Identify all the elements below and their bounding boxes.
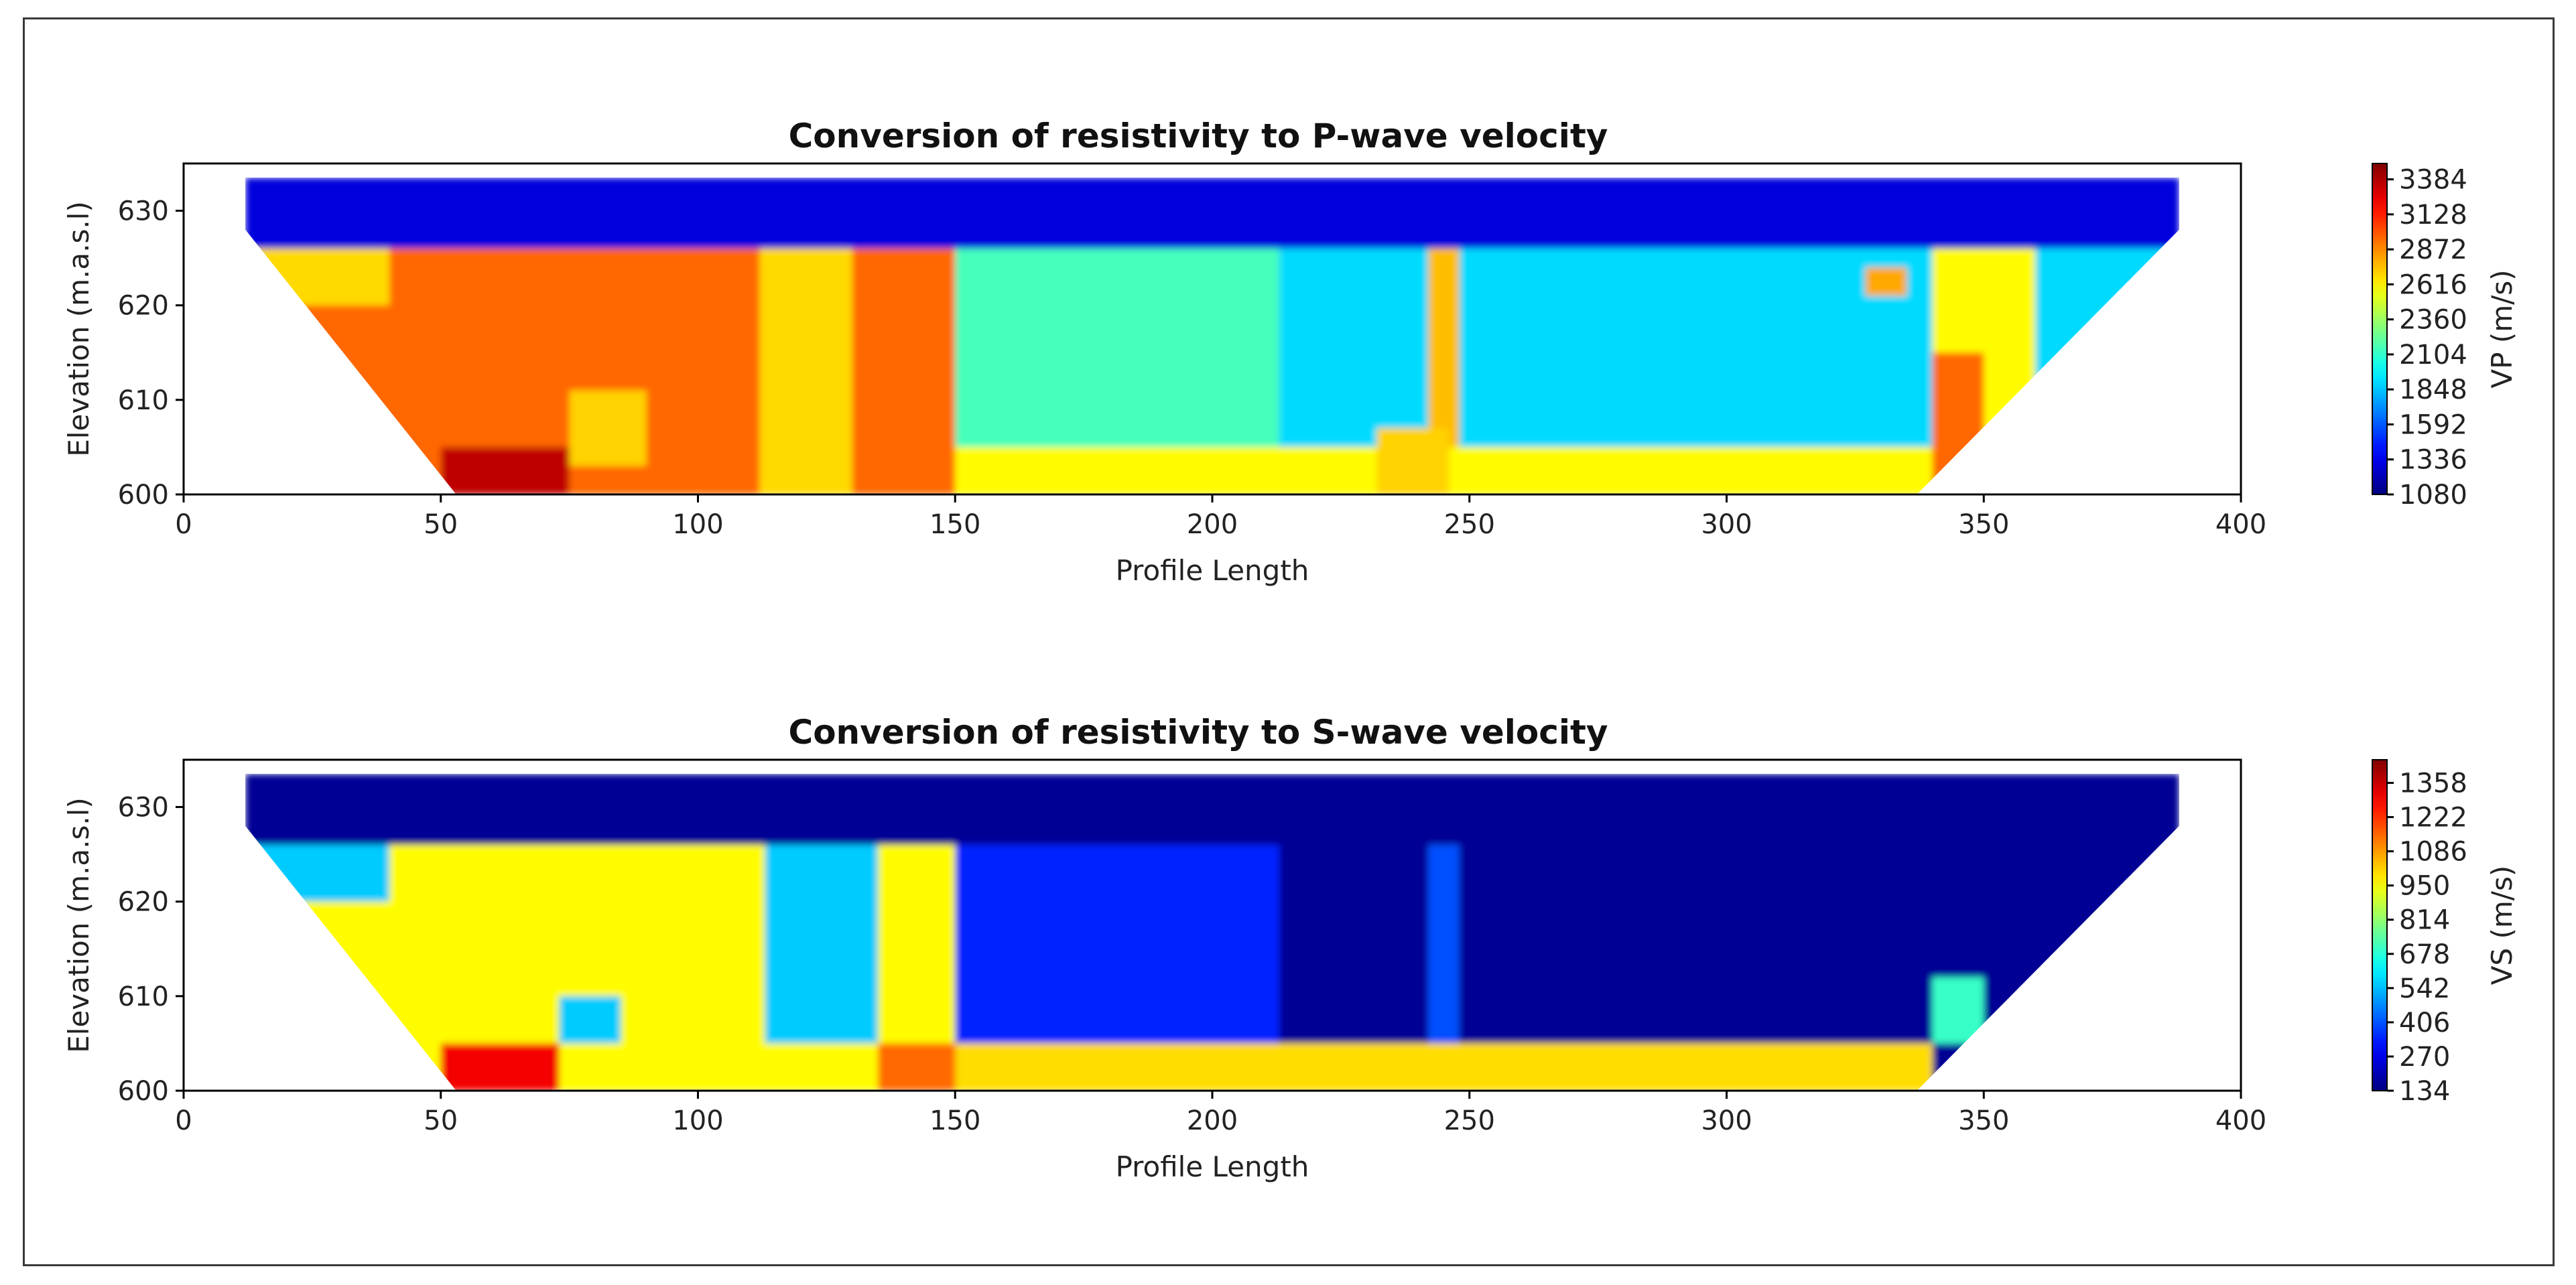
x-tick-label: 250: [1444, 509, 1495, 540]
colorbar-tick-label: 2616: [2399, 269, 2467, 300]
y-tick-label: 620: [118, 291, 169, 322]
y-axis: 600 610 620 630: [118, 196, 184, 511]
x-tick-label: 100: [672, 1105, 723, 1136]
velocity-zone: [440, 1043, 560, 1091]
x-tick-label: 350: [1958, 509, 2009, 540]
x-tick-label: 150: [929, 1105, 980, 1136]
colorbar-tick-label: 2104: [2399, 340, 2467, 370]
x-axis: 0 50 100 150 200 250 300 350 400: [175, 494, 2266, 540]
velocity-zone: [1279, 249, 2179, 448]
x-tick-label: 200: [1187, 1105, 1238, 1136]
y-tick-label: 630: [118, 196, 169, 227]
velocity-zone: [878, 1043, 956, 1091]
colorbar-tick-label: 1080: [2399, 480, 2467, 511]
colorbar-tick-label: 2872: [2399, 234, 2467, 265]
chart-title: Conversion of resistivity to S-wave velo…: [789, 713, 1608, 752]
colorbar: 1080 1336 1592 1848 2104 2360 2616 2872 3128 3384: [2372, 163, 2467, 511]
colorbar-tick-label: 1222: [2399, 803, 2467, 833]
colorbar-tick-label: 542: [2399, 973, 2450, 1004]
velocity-zone: [569, 390, 647, 466]
velocity-zone: [1428, 249, 1460, 448]
velocity-zone: [559, 996, 621, 1044]
colorbar-tick-label: 3384: [2399, 165, 2467, 196]
colorbar-tick-label: 814: [2399, 905, 2450, 936]
velocity-zone: [1428, 845, 1460, 1044]
x-tick-label: 50: [424, 509, 458, 540]
y-tick-label: 630: [118, 793, 169, 823]
y-tick-label: 620: [118, 887, 169, 918]
colorbar-tick-label: 406: [2399, 1008, 2450, 1038]
colorbar-tick-label: 1336: [2399, 445, 2467, 476]
x-tick-label: 400: [2215, 1105, 2266, 1136]
x-tick-label: 300: [1701, 1105, 1752, 1136]
x-axis: 0 50 100 150 200 250 300 350 400: [175, 1091, 2266, 1136]
velocity-zone: [245, 845, 389, 902]
x-tick-label: 0: [175, 509, 192, 540]
x-tick-label: 350: [1958, 1105, 2009, 1136]
x-tick-label: 0: [175, 1105, 192, 1136]
velocity-zone: [955, 1043, 1933, 1091]
colorbar-label: VP (m/s): [2486, 269, 2518, 388]
velocity-zone: [245, 178, 2179, 249]
colorbar-tick-label: 2360: [2399, 305, 2467, 336]
velocity-zone: [759, 249, 852, 494]
colorbar-gradient: [2372, 759, 2388, 1091]
colorbar-tick-label: 134: [2399, 1076, 2450, 1107]
y-tick-label: 600: [118, 1076, 169, 1107]
plot-area: [245, 178, 2179, 494]
velocity-zone: [955, 845, 1279, 1044]
x-tick-label: 200: [1187, 509, 1238, 540]
velocity-zone: [440, 447, 570, 494]
velocity-zone: [1932, 352, 1984, 494]
x-tick-label: 250: [1444, 1105, 1495, 1136]
colorbar-gradient: [2372, 163, 2388, 495]
panel-vp: Conversion of resistivity to P-wave velo…: [62, 117, 2518, 587]
velocity-zone: [765, 845, 879, 1044]
y-axis-label: Elevation (m.a.s.l): [62, 797, 95, 1053]
velocity-zone: [1932, 977, 1984, 1044]
x-tick-label: 50: [424, 1105, 458, 1136]
plot-area: [245, 774, 2179, 1091]
x-tick-label: 400: [2215, 509, 2266, 540]
x-tick-label: 100: [672, 509, 723, 540]
y-tick-label: 600: [118, 480, 169, 511]
y-tick-label: 610: [118, 982, 169, 1012]
colorbar-tick-label: 1086: [2399, 837, 2467, 868]
y-axis-label: Elevation (m.a.s.l): [62, 201, 95, 456]
x-tick-label: 150: [929, 509, 980, 540]
colorbar-tick-label: 3128: [2399, 200, 2467, 230]
chart-title: Conversion of resistivity to P-wave velo…: [789, 117, 1608, 155]
colorbar-label: VS (m/s): [2486, 866, 2518, 985]
panel-vs: Conversion of resistivity to S-wave velo…: [62, 713, 2518, 1183]
colorbar-tick-label: 1848: [2399, 375, 2467, 405]
y-axis: 600 610 620 630: [118, 793, 184, 1107]
velocity-zone: [1865, 267, 1907, 296]
y-tick-label: 610: [118, 385, 169, 416]
colorbar-tick-label: 1358: [2399, 768, 2467, 799]
velocity-zone: [245, 249, 389, 306]
x-axis-label: Profile Length: [1116, 1150, 1309, 1183]
x-tick-label: 300: [1701, 509, 1752, 540]
colorbar-tick-label: 270: [2399, 1042, 2450, 1073]
figure-frame: [23, 17, 2555, 1266]
velocity-zone: [955, 249, 1279, 448]
colorbar-tick-label: 1592: [2399, 409, 2467, 440]
x-axis-label: Profile Length: [1116, 554, 1309, 587]
colorbar-tick-label: 678: [2399, 939, 2450, 970]
colorbar-tick-label: 950: [2399, 871, 2450, 902]
velocity-zone: [1376, 428, 1450, 494]
